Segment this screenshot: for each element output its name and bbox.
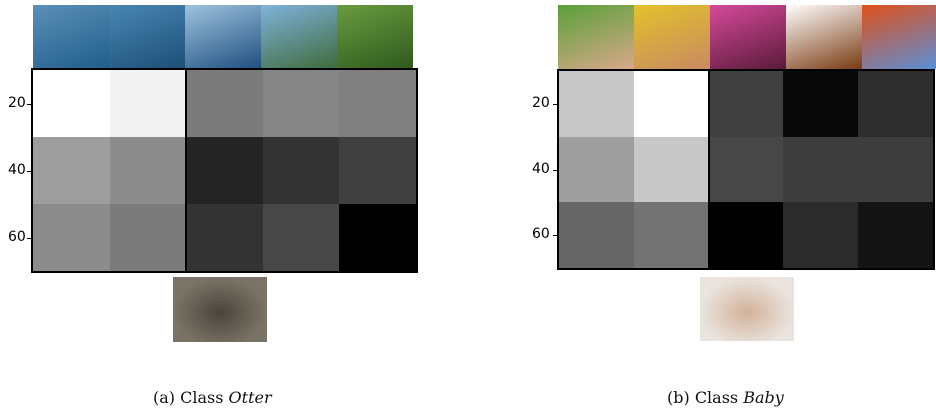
heatmap-cell: [109, 137, 187, 204]
reference-thumbnails: [558, 5, 936, 69]
y-tick-mark: [553, 169, 557, 171]
castle-icon: [261, 5, 337, 69]
caption: (a) Class Otter: [153, 388, 272, 407]
forest-icon: [337, 5, 413, 69]
heatmap-cell: [109, 70, 187, 137]
heatmap-cell: [33, 204, 110, 271]
heatmap-cell: [633, 71, 709, 137]
similarity-heatmap: [31, 68, 418, 273]
heatmap-cell: [339, 204, 416, 271]
heatmap-cell: [109, 204, 187, 271]
heatmap-cell: [186, 137, 263, 204]
y-tick-label: 60: [532, 226, 550, 243]
y-tick-label: 40: [8, 161, 26, 178]
woman-icon: [634, 5, 710, 69]
heatmap-cell: [33, 137, 110, 204]
autumn-tree-icon: [862, 5, 936, 69]
heatmap-cell: [262, 204, 340, 271]
heatmap-cell: [783, 136, 859, 203]
baby-icon: [700, 277, 794, 341]
y-tick-label: 20: [8, 94, 26, 111]
heatmap-cell: [858, 136, 933, 203]
heatmap-cell: [708, 136, 784, 203]
group-separator: [707, 69, 710, 270]
heatmap-cell: [186, 204, 263, 271]
heatmap-cell: [559, 202, 634, 268]
y-tick-mark: [553, 235, 557, 237]
similarity-heatmap: [557, 69, 935, 270]
cockroach-icon: [786, 5, 862, 69]
heatmap-cell: [708, 202, 784, 268]
caption-prefix: (b) Class: [667, 388, 744, 407]
boy-icon: [558, 5, 634, 69]
otter-icon: [173, 277, 267, 342]
y-tick-mark: [27, 103, 31, 105]
heatmap-cell: [708, 71, 784, 137]
heatmap-cell: [783, 71, 859, 137]
group-separator: [185, 68, 188, 273]
heatmap-cell: [783, 202, 859, 268]
heatmap-cell: [186, 70, 263, 137]
y-tick-mark: [27, 237, 31, 239]
heatmap-cell: [858, 202, 933, 268]
heatmap-cell: [633, 136, 709, 203]
caption: (b) Class Baby: [667, 388, 784, 407]
caption-class: Baby: [743, 388, 784, 407]
heatmap-cell: [262, 137, 340, 204]
caption-prefix: (a) Class: [153, 388, 229, 407]
heatmap-cell: [262, 70, 340, 137]
whale-icon: [109, 5, 185, 69]
y-tick-mark: [553, 103, 557, 105]
reference-thumbnails: [33, 5, 413, 69]
y-tick-label: 40: [532, 160, 550, 177]
heatmap-cell: [339, 70, 416, 137]
y-tick-label: 60: [8, 228, 26, 245]
y-tick-mark: [27, 170, 31, 172]
dolphins-icon: [33, 5, 109, 69]
heatmap-cell: [633, 202, 709, 268]
heatmap-cell: [559, 71, 634, 137]
y-tick-label: 20: [532, 94, 550, 111]
heatmap-cell: [858, 71, 933, 137]
panel-baby: 20 40 60 (b) Class Baby: [468, 0, 936, 413]
ocean-waves-icon: [185, 5, 261, 69]
heatmap-cell: [559, 136, 634, 203]
orchid-icon: [710, 5, 786, 69]
panel-otter: 20 40 60 (a) Class Otter: [8, 5, 418, 407]
heatmap-cell: [33, 70, 110, 137]
caption-class: Otter: [228, 388, 272, 407]
heatmap-cell: [339, 137, 416, 204]
